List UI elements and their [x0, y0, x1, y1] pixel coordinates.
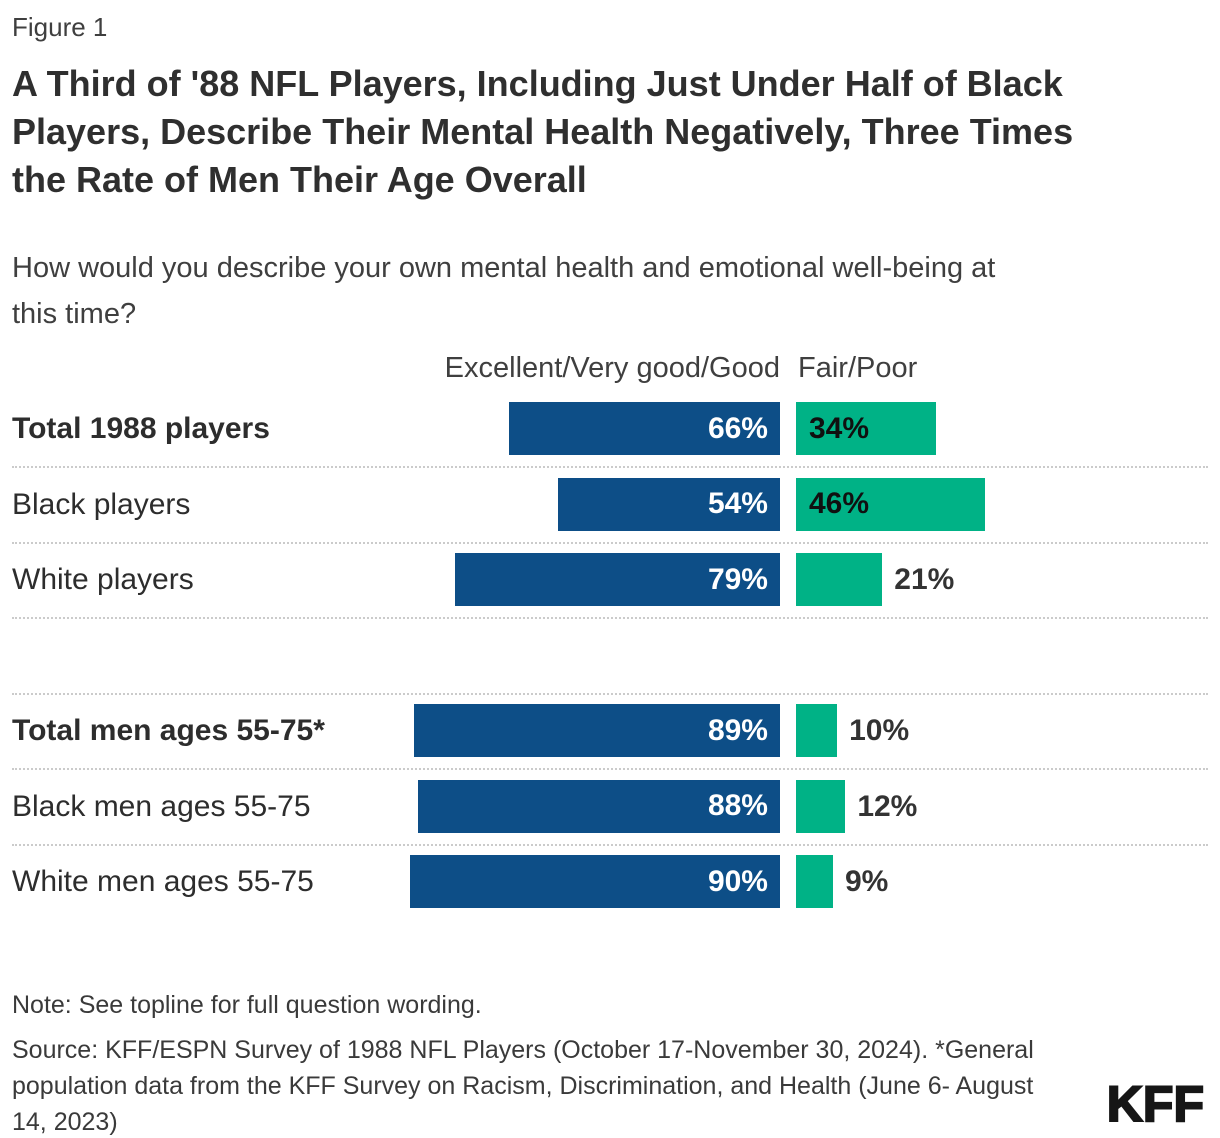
bar-value-negative: 10% [849, 714, 910, 747]
chart-title-line-3: the Rate of Men Their Age Overall [12, 159, 587, 200]
row-separator [12, 843, 1208, 846]
bar-negative: 46% [796, 477, 986, 531]
row-label: Total men ages 55-75* [12, 714, 325, 747]
bar-positive: 66% [508, 402, 780, 455]
chart-note: Note: See topline for full question word… [12, 991, 482, 1019]
chart-subtitle-line-1: How would you describe your own mental h… [12, 252, 996, 284]
bar-negative [796, 553, 883, 606]
bar-value-negative: 21% [894, 563, 955, 596]
row-label: Total 1988 players [12, 412, 270, 445]
row-label: Black players [12, 487, 191, 521]
bar-positive: 89% [414, 704, 780, 757]
kff-logo: KFF [1106, 1075, 1205, 1133]
bar-value-positive: 90% [707, 864, 768, 898]
row-separator [12, 692, 1208, 695]
row-separator [12, 768, 1208, 770]
row-label: White men ages 55-75 [12, 865, 314, 898]
chart-subtitle: How would you describe your own mental h… [12, 245, 995, 337]
chart-title-line-2: Players, Describe Their Mental Health Ne… [12, 111, 1074, 152]
bar-positive: 54% [558, 477, 780, 531]
bar-value-positive: 89% [707, 713, 768, 747]
row-separator [12, 617, 1208, 619]
bar-negative: 34% [796, 402, 936, 455]
bar-positive: 88% [418, 779, 780, 833]
bar-value-positive: 88% [707, 789, 768, 822]
chart-source-line-3: 14, 2023) [12, 1108, 118, 1136]
bar-negative [796, 779, 846, 833]
bar-value-positive: 79% [707, 562, 768, 596]
bar-value-positive: 66% [707, 411, 768, 445]
bar-value-negative: 9% [844, 865, 889, 898]
column-header-negative: Fair/Poor [798, 352, 918, 384]
bar-value-negative: 12% [857, 789, 918, 823]
chart-title-line-1: A Third of '88 NFL Players, Including Ju… [12, 63, 1063, 104]
column-header-positive: Excellent/Very good/Good [444, 352, 780, 384]
bar-value-negative: 46% [809, 487, 870, 520]
chart-source-line-1: Source: KFF/ESPN Survey of 1988 NFL Play… [12, 1036, 1034, 1064]
row-label: White players [12, 563, 194, 596]
row-label: Black men ages 55-75 [12, 789, 311, 823]
chart-title: A Third of '88 NFL Players, Including Ju… [12, 60, 1073, 204]
chart-subtitle-line-2: this time? [12, 298, 137, 330]
row-separator [12, 466, 1208, 468]
bar-positive: 90% [410, 855, 780, 908]
bar-value-positive: 54% [707, 487, 768, 520]
bar-positive: 79% [455, 553, 780, 606]
figure-label: Figure 1 [12, 12, 108, 42]
bar-value-negative: 34% [809, 411, 870, 445]
chart-source: Source: KFF/ESPN Survey of 1988 NFL Play… [12, 1032, 1034, 1138]
chart-source-line-2: population data from the KFF Survey on R… [12, 1072, 1034, 1100]
bar-negative [796, 855, 833, 908]
bar-negative [796, 704, 838, 757]
row-separator [12, 541, 1208, 544]
